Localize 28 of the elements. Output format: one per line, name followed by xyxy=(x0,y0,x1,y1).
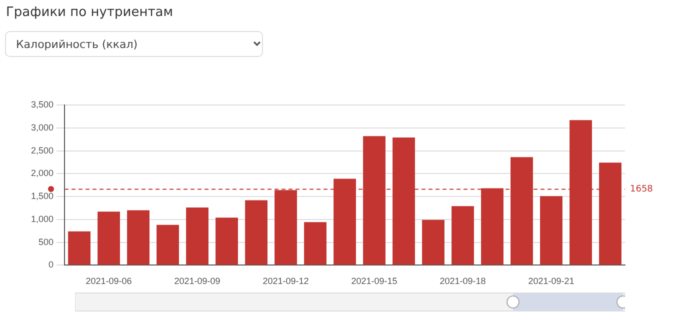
chart-title: Графики по нутриентам xyxy=(6,5,174,20)
y-tick-label: 3,000 xyxy=(30,122,54,132)
x-tick-label: 2021-09-21 xyxy=(528,276,574,286)
bar xyxy=(422,220,444,265)
bar xyxy=(452,206,474,265)
x-tick-label: 2021-09-18 xyxy=(440,276,486,286)
bar xyxy=(304,222,326,265)
bar xyxy=(540,196,562,265)
y-tick-label: 1,500 xyxy=(30,191,54,202)
y-tick-label: 2,500 xyxy=(30,145,54,156)
bar xyxy=(98,212,120,265)
y-tick-label: 3,500 xyxy=(30,99,54,110)
y-tick-label: 1,000 xyxy=(30,214,54,224)
y-tick-label: 2,000 xyxy=(30,168,54,178)
x-tick-label: 2021-09-09 xyxy=(174,276,220,286)
bar xyxy=(156,224,179,265)
x-tick-label: 2021-09-12 xyxy=(262,276,309,286)
bar xyxy=(245,200,268,265)
chart-subtitle: Калорийность (ккал) xyxy=(5,31,263,57)
bar xyxy=(68,231,90,265)
y-tick-label: 0 xyxy=(48,260,54,270)
bar xyxy=(127,210,150,265)
ref-line-label: 1658 xyxy=(630,184,654,195)
y-tick-label: 500 xyxy=(38,236,54,247)
bar xyxy=(216,218,238,265)
x-tick-label: 2021-09-06 xyxy=(86,276,132,286)
x-tick-label: 2021-09-15 xyxy=(351,276,398,286)
bar xyxy=(186,208,208,265)
